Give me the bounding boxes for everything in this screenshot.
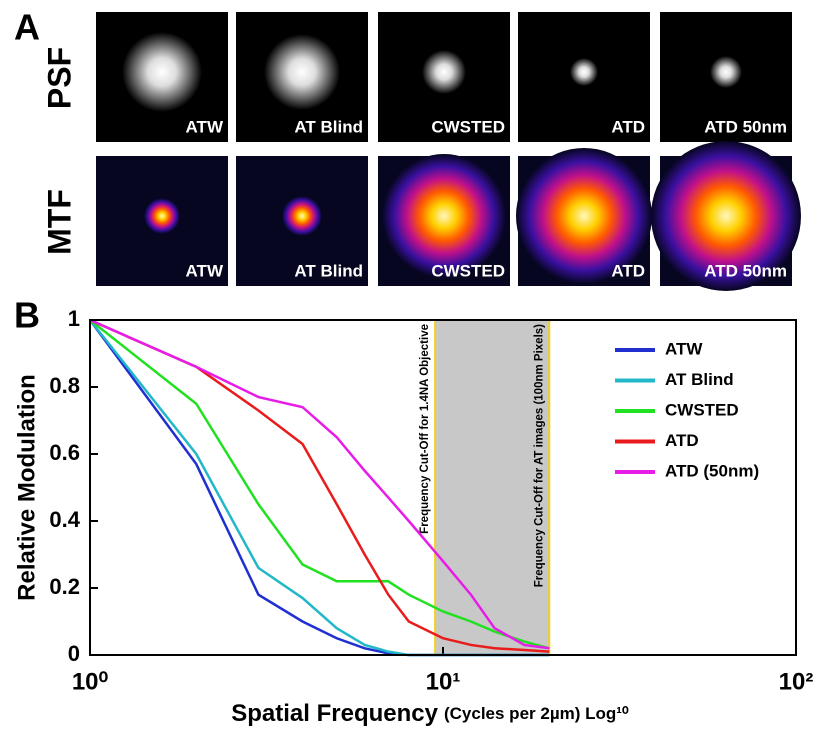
annotation: Frequency Cut-Off for 1.4NA Objective — [419, 324, 431, 534]
row-label: PSF — [41, 47, 77, 109]
mtf-spot — [282, 196, 322, 236]
legend-label: ATD — [665, 431, 699, 450]
x-axis-title: Spatial Frequency — [231, 700, 438, 727]
figure: A PSF MTF B ATW AT Blind CWSTED ATD ATD 50nm… — [0, 0, 823, 730]
x-axis-label: Spatial Frequency (Cycles per 2µm) Log¹⁰ — [231, 700, 629, 727]
legend-label: CWSTED — [665, 400, 739, 419]
x-tick-label: 10⁰ — [72, 668, 109, 695]
psf-spot — [570, 58, 598, 86]
x-tick-label: 10² — [779, 668, 814, 695]
y-tick-label: 0 — [68, 641, 80, 666]
image-label: CWSTED — [431, 261, 505, 280]
y-tick-label: 0.8 — [49, 373, 80, 398]
image-label: ATD — [611, 117, 645, 136]
image-label: ATD 50nm — [704, 117, 787, 136]
image-label: ATD — [611, 261, 645, 280]
psf-spot — [122, 32, 202, 112]
x-tick-label: 10¹ — [426, 668, 461, 695]
y-tick-label: 0.4 — [49, 507, 80, 532]
mtf-spot — [144, 198, 180, 234]
row-label: MTF — [41, 189, 77, 255]
legend-label: ATD (50nm) — [665, 461, 759, 480]
annotation: Frequency Cut-Off for AT images (100nm P… — [533, 324, 545, 587]
x-axis-units: (Cycles per 2µm) Log¹⁰ — [444, 704, 629, 723]
y-tick-label: 0.2 — [49, 574, 80, 599]
image-label: ATW — [186, 261, 224, 280]
mtf-spot — [382, 154, 506, 278]
legend-label: ATW — [665, 339, 703, 358]
panel-label: A — [14, 7, 40, 48]
shaded-region — [435, 320, 549, 655]
y-tick-label: 1 — [68, 306, 80, 331]
legend-label: AT Blind — [665, 370, 734, 389]
image-label: ATW — [186, 117, 224, 136]
psf-spot — [264, 34, 340, 110]
y-axis-label: Relative Modulation — [13, 374, 40, 601]
psf-spot — [710, 56, 742, 88]
image-label: AT Blind — [294, 261, 363, 280]
y-tick-label: 0.6 — [49, 440, 80, 465]
psf-spot — [422, 50, 466, 94]
image-label: AT Blind — [294, 117, 363, 136]
image-label: CWSTED — [431, 117, 505, 136]
image-label: ATD 50nm — [704, 261, 787, 280]
panel-label: B — [14, 295, 40, 336]
